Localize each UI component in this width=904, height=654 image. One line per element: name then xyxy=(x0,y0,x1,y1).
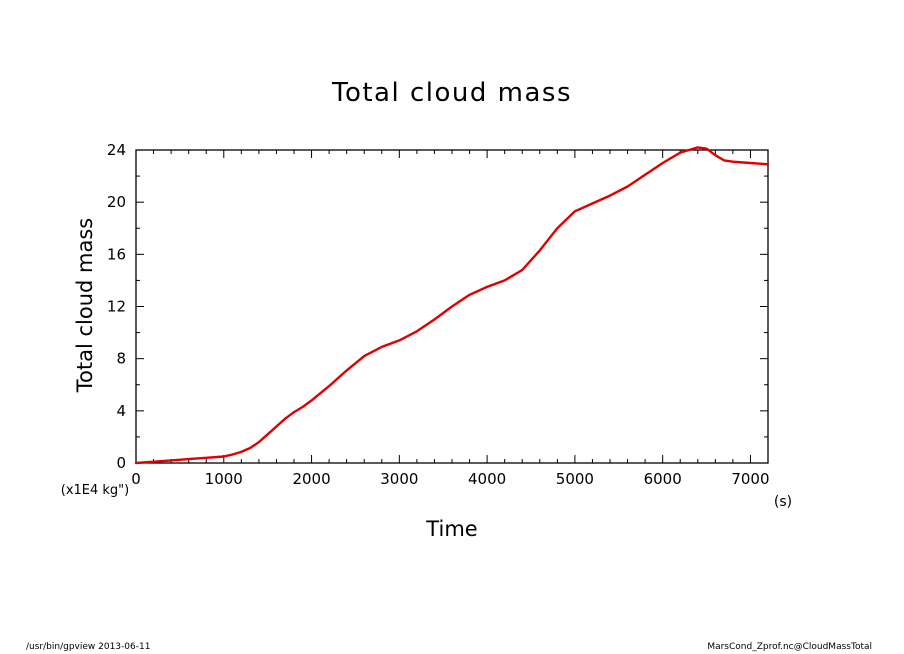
x-tick-label: 1000 xyxy=(205,470,243,488)
x-tick-label: 4000 xyxy=(468,470,506,488)
y-tick-label: 8 xyxy=(116,350,126,368)
y-axis-unit: (x1E4 kg") xyxy=(61,483,130,498)
y-axis-label: Total cloud mass xyxy=(73,218,97,393)
x-axis-unit: (s) xyxy=(774,494,792,510)
series-layer xyxy=(134,146,770,465)
x-tick-label: 2000 xyxy=(292,470,330,488)
series-line xyxy=(134,146,770,465)
y-axis: 0 4 8 12 16 20 24 xyxy=(107,141,768,472)
y-tick-label: 0 xyxy=(116,454,126,472)
x-tick-label: 0 xyxy=(131,470,141,488)
x-tick-label: 3000 xyxy=(380,470,418,488)
x-tick-label: 5000 xyxy=(556,470,594,488)
y-tick-label: 20 xyxy=(107,193,126,211)
y-tick-label: 16 xyxy=(107,245,126,263)
x-axis: 0 1000 2000 3000 4000 5000 6000 7000 xyxy=(131,150,770,488)
chart-title: Total cloud mass xyxy=(331,78,572,108)
footer-right-text: MarsCond_Zprof.nc@CloudMassTotal xyxy=(707,642,872,652)
x-tick-label: 6000 xyxy=(644,470,682,488)
y-tick-label: 4 xyxy=(116,402,126,420)
y-tick-label: 24 xyxy=(107,141,126,159)
y-tick-label: 12 xyxy=(107,298,126,316)
x-tick-label: 7000 xyxy=(731,470,769,488)
footer-left-text: /usr/bin/gpview 2013-06-11 xyxy=(26,642,151,652)
x-axis-label: Time xyxy=(425,517,477,541)
